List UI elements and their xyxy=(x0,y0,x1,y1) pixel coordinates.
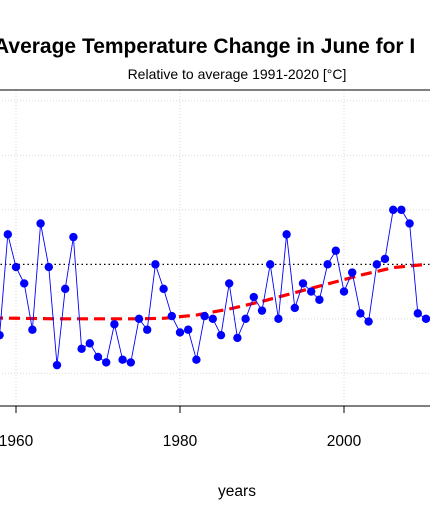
data-point-2004 xyxy=(372,260,381,269)
data-point-1980 xyxy=(175,328,185,337)
data-point-1966 xyxy=(60,284,70,294)
data-point-1962 xyxy=(28,325,37,334)
x-tick-label-2: 2000 xyxy=(327,433,362,450)
data-point-1975 xyxy=(134,314,144,324)
data-point-1968 xyxy=(77,344,86,353)
data-point-2003 xyxy=(364,317,373,326)
gridlines xyxy=(0,90,430,406)
chart-title: Average Temperature Change in June for I xyxy=(0,35,415,58)
data-point-1985 xyxy=(216,330,226,340)
data-point-1977 xyxy=(151,260,160,269)
data-point-1997 xyxy=(315,295,324,304)
data-point-2000 xyxy=(339,287,349,296)
data-point-1993 xyxy=(282,230,291,239)
data-point-1969 xyxy=(85,339,95,348)
chart-subtitle: Relative to average 1991-2020 [°C] xyxy=(128,66,347,82)
data-point-1974 xyxy=(126,358,135,367)
data-point-1994 xyxy=(290,303,299,313)
plot-frame xyxy=(0,89,430,407)
data-point-1987 xyxy=(233,333,242,343)
data-point-1984 xyxy=(208,314,217,324)
data-point-2008 xyxy=(405,219,414,228)
data-point-1983 xyxy=(200,311,209,321)
data-point-1960 xyxy=(11,262,21,272)
data-point-1999 xyxy=(331,246,340,255)
data-point-1982 xyxy=(192,355,201,364)
data-point-2007 xyxy=(397,205,406,215)
data-point-1964 xyxy=(44,262,53,272)
data-point-1973 xyxy=(118,355,127,364)
data-point-2006 xyxy=(389,205,398,215)
data-point-1996 xyxy=(307,287,316,296)
trend-line xyxy=(0,262,427,321)
data-point-1989 xyxy=(249,292,258,302)
data-point-1992 xyxy=(274,314,283,324)
data-point-1976 xyxy=(143,325,152,334)
trend-layer xyxy=(0,262,427,321)
data-point-1991 xyxy=(266,260,275,269)
data-point-1971 xyxy=(102,358,111,367)
data-point-2009 xyxy=(413,309,422,318)
data-point-2001 xyxy=(348,268,357,277)
data-point-2005 xyxy=(380,254,390,264)
data-point-1978 xyxy=(159,284,168,294)
data-point-1988 xyxy=(241,314,250,324)
data-point-1998 xyxy=(323,260,332,269)
data-point-2010 xyxy=(421,314,430,324)
data-point-1990 xyxy=(257,306,267,315)
data-point-2002 xyxy=(356,309,365,318)
x-tick-label-1: 1980 xyxy=(163,433,198,450)
data-point-1979 xyxy=(167,311,176,321)
data-point-1986 xyxy=(225,279,234,288)
data-point-1970 xyxy=(93,352,103,362)
series-layer xyxy=(0,205,430,370)
data-point-1963 xyxy=(36,219,45,228)
data-point-1958 xyxy=(0,330,4,340)
x-axis-label: years xyxy=(218,483,256,500)
x-tick-label-0: 1960 xyxy=(0,433,34,450)
data-point-1967 xyxy=(69,232,78,242)
data-point-1959 xyxy=(3,230,12,239)
data-point-1995 xyxy=(298,279,308,288)
data-point-1972 xyxy=(110,320,119,329)
data-point-1961 xyxy=(20,279,29,288)
data-point-1965 xyxy=(52,360,62,370)
x-axis-ticks: 1960 1980 2000 xyxy=(0,406,362,450)
data-point-1981 xyxy=(184,325,193,334)
